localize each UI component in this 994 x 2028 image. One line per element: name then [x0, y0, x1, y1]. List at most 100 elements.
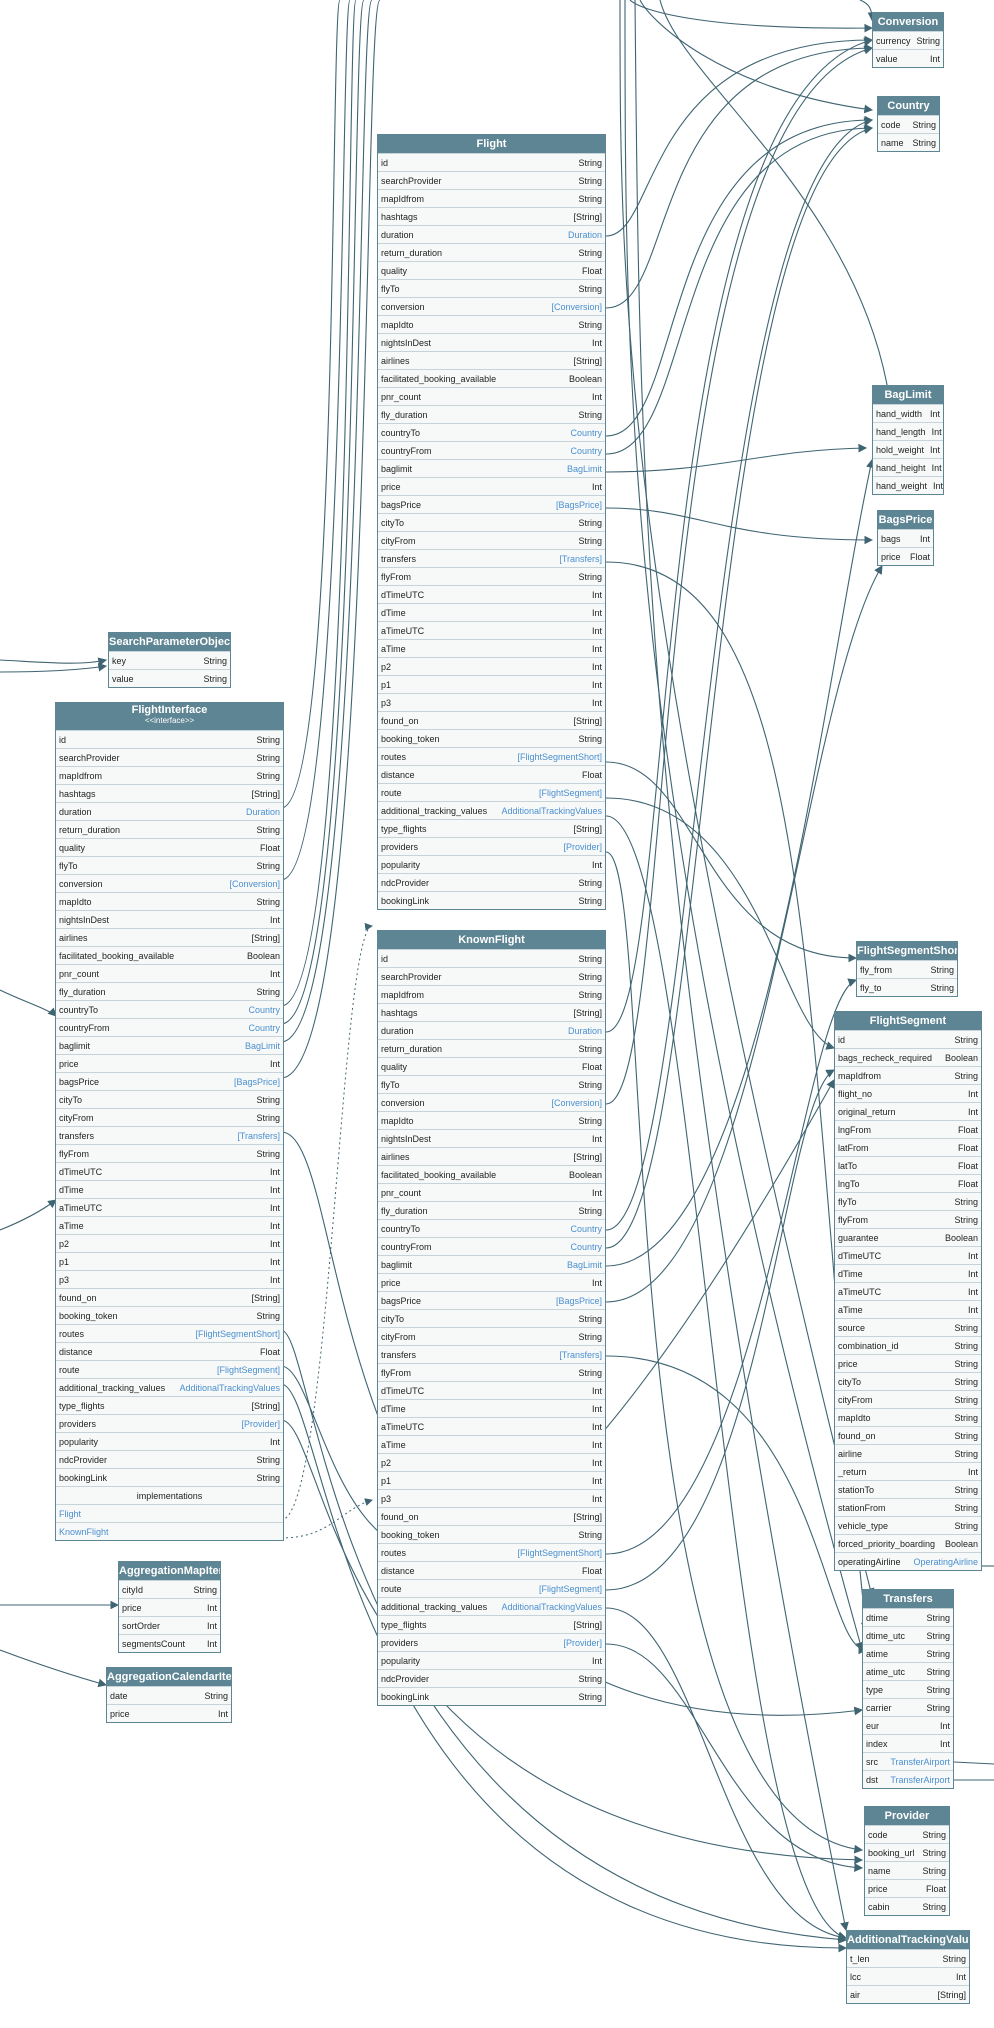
field-row[interactable]: countryFrom Country — [378, 1237, 605, 1255]
field-row[interactable]: dTimeUTC Int — [378, 585, 605, 603]
field-row[interactable]: flyFrom String — [835, 1210, 981, 1228]
field-row[interactable]: aTimeUTC Int — [378, 621, 605, 639]
field-type-link[interactable]: BagLimit — [244, 1041, 280, 1051]
field-row[interactable]: cityTo String — [835, 1372, 981, 1390]
field-row[interactable]: routes [FlightSegmentShort] — [378, 747, 605, 765]
field-row[interactable]: p3 Int — [378, 693, 605, 711]
additionaltrackingvalues-table[interactable]: AdditionalTrackingValues t_len String lcc In… — [846, 1930, 970, 2004]
field-row[interactable]: price Int — [56, 1054, 283, 1072]
field-row[interactable]: countryFrom Country — [378, 441, 605, 459]
field-row[interactable]: mapIdfrom String — [378, 189, 605, 207]
field-row[interactable]: flyTo String — [378, 1075, 605, 1093]
field-row[interactable]: cityFrom String — [56, 1108, 283, 1126]
field-row[interactable]: dtime_utc String — [863, 1626, 953, 1644]
field-row[interactable]: cityTo String — [378, 1309, 605, 1327]
field-row[interactable]: p3 Int — [56, 1270, 283, 1288]
field-row[interactable]: lngTo Float — [835, 1174, 981, 1192]
field-type-link[interactable]: Country — [570, 428, 602, 438]
provider-table[interactable]: Provider code String booking_url String name S… — [864, 1806, 950, 1916]
field-row[interactable]: mapIdto String — [378, 1111, 605, 1129]
field-row[interactable]: airlines [String] — [56, 928, 283, 946]
field-row[interactable]: additional_tracking_values AdditionalTrac… — [378, 1597, 605, 1615]
flightinterface-table[interactable]: FlightInterface <<interface>> id String sear… — [55, 702, 284, 1541]
field-row[interactable]: aTime Int — [56, 1216, 283, 1234]
field-type-link[interactable]: Duration — [567, 1026, 602, 1036]
field-row[interactable]: fly_from String — [857, 960, 957, 978]
field-row[interactable]: duration Duration — [56, 802, 283, 820]
field-row[interactable]: bagsPrice [BagsPrice] — [378, 1291, 605, 1309]
field-row[interactable]: transfers [Transfers] — [378, 549, 605, 567]
field-row[interactable]: conversion [Conversion] — [378, 297, 605, 315]
field-row[interactable]: mapIdto String — [835, 1408, 981, 1426]
field-row[interactable]: quality Float — [378, 261, 605, 279]
field-row[interactable]: booking_token String — [56, 1306, 283, 1324]
field-row[interactable]: return_duration String — [378, 1039, 605, 1057]
field-row[interactable]: index Int — [863, 1734, 953, 1752]
transfers-table[interactable]: Transfers dtime String dtime_utc String atime… — [862, 1589, 954, 1789]
field-row[interactable]: distance Float — [378, 1561, 605, 1579]
field-row[interactable]: type_flights [String] — [378, 1615, 605, 1633]
field-type-link[interactable]: Duration — [245, 807, 280, 817]
field-row[interactable]: mapIdfrom String — [378, 985, 605, 1003]
field-row[interactable]: flyFrom String — [56, 1144, 283, 1162]
field-row[interactable]: combination_id String — [835, 1336, 981, 1354]
field-row[interactable]: dTime Int — [378, 603, 605, 621]
field-row[interactable]: cityFrom String — [378, 1327, 605, 1345]
field-type-link[interactable]: AdditionalTrackingValues — [501, 1602, 602, 1612]
aggregationmapitem-table[interactable]: AggregationMapItem cityId String price Int so… — [118, 1561, 221, 1653]
field-row[interactable]: fly_to String — [857, 978, 957, 996]
field-row[interactable]: hand_width Int — [873, 404, 943, 422]
field-row[interactable]: atime_utc String — [863, 1662, 953, 1680]
field-type-link[interactable]: Country — [570, 446, 602, 456]
field-type-link[interactable]: [Conversion] — [551, 302, 602, 312]
implementation-link[interactable]: Flight — [56, 1504, 283, 1522]
field-type-link[interactable]: [Transfers] — [559, 554, 602, 564]
field-row[interactable]: value Int — [873, 49, 943, 67]
field-row[interactable]: found_on String — [835, 1426, 981, 1444]
field-row[interactable]: hand_height Int — [873, 458, 943, 476]
field-type-link[interactable]: Country — [248, 1005, 280, 1015]
field-row[interactable]: aTimeUTC Int — [56, 1198, 283, 1216]
field-row[interactable]: providers [Provider] — [378, 1633, 605, 1651]
field-row[interactable]: date String — [107, 1686, 231, 1704]
field-type-link[interactable]: [FlightSegment] — [216, 1365, 280, 1375]
field-row[interactable]: code String — [878, 115, 939, 133]
field-row[interactable]: carrier String — [863, 1698, 953, 1716]
field-row[interactable]: hold_weight Int — [873, 440, 943, 458]
field-row[interactable]: dTime Int — [835, 1264, 981, 1282]
searchparameterobject-table[interactable]: SearchParameterObject key String value Strin… — [108, 632, 231, 688]
field-row[interactable]: countryTo Country — [56, 1000, 283, 1018]
field-row[interactable]: searchProvider String — [378, 967, 605, 985]
field-type-link[interactable]: [Conversion] — [229, 879, 280, 889]
field-row[interactable]: cityFrom String — [835, 1390, 981, 1408]
field-type-link[interactable]: [Conversion] — [551, 1098, 602, 1108]
field-type-link[interactable]: [BagsPrice] — [555, 1296, 602, 1306]
field-row[interactable]: pnr_count Int — [56, 964, 283, 982]
field-row[interactable]: ndcProvider String — [56, 1450, 283, 1468]
field-row[interactable]: dTimeUTC Int — [835, 1246, 981, 1264]
field-row[interactable]: booking_token String — [378, 729, 605, 747]
field-row[interactable]: aTime Int — [378, 1435, 605, 1453]
field-row[interactable]: nightsInDest Int — [56, 910, 283, 928]
field-row[interactable]: found_on [String] — [378, 1507, 605, 1525]
field-row[interactable]: id String — [378, 153, 605, 171]
field-type-link[interactable]: [Transfers] — [237, 1131, 280, 1141]
field-row[interactable]: hashtags [String] — [378, 207, 605, 225]
field-row[interactable]: vehicle_type String — [835, 1516, 981, 1534]
field-row[interactable]: countryTo Country — [378, 1219, 605, 1237]
field-row[interactable]: mapIdfrom String — [56, 766, 283, 784]
field-row[interactable]: price Int — [119, 1598, 220, 1616]
field-type-link[interactable]: AdditionalTrackingValues — [501, 806, 602, 816]
field-row[interactable]: providers [Provider] — [378, 837, 605, 855]
field-row[interactable]: source String — [835, 1318, 981, 1336]
field-row[interactable]: aTime Int — [835, 1300, 981, 1318]
field-type-link[interactable]: TransferAirport — [890, 1775, 950, 1785]
field-type-link[interactable]: [FlightSegmentShort] — [517, 1548, 602, 1558]
field-row[interactable]: cityId String — [119, 1580, 220, 1598]
field-row[interactable]: aTimeUTC Int — [835, 1282, 981, 1300]
field-row[interactable]: transfers [Transfers] — [56, 1126, 283, 1144]
field-row[interactable]: conversion [Conversion] — [378, 1093, 605, 1111]
implementation-link[interactable]: KnownFlight — [56, 1522, 283, 1540]
field-row[interactable]: name String — [878, 133, 939, 151]
field-row[interactable]: fly_duration String — [378, 1201, 605, 1219]
